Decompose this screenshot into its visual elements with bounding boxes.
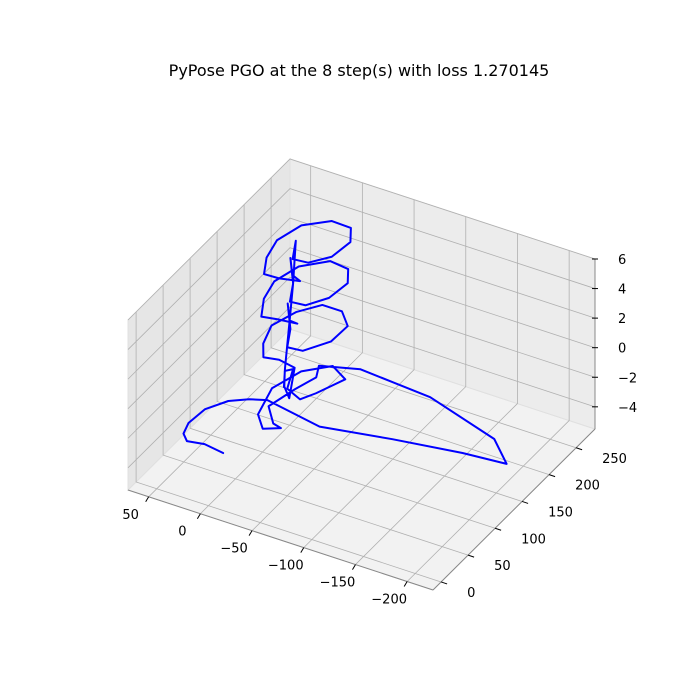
y-tick-label: 250 [602,452,627,467]
x-tick-label: −50 [220,542,247,557]
y-tick-mark [440,581,448,585]
z-tick-label: 6 [618,253,626,268]
y-gridline [243,204,550,475]
gridlines [127,158,596,583]
x-tick-mark [196,513,201,519]
x-tick-label: −200 [371,593,407,608]
y-tick-label: 200 [575,479,600,494]
y-tick-mark [575,447,583,451]
y-tick-mark [521,500,529,504]
y-gridline [135,311,442,583]
z-gridline [127,217,596,380]
x-tick-label: 0 [178,525,186,540]
x-tick-mark [352,564,356,570]
x-gridline [355,233,518,565]
z-gridline [127,188,596,350]
z-tick-label: 4 [618,283,626,298]
y-tick-label: 150 [548,505,573,520]
chart-title: PyPose PGO at the 8 step(s) with loss 1.… [169,61,550,80]
y-tick-label: 50 [494,559,511,574]
trajectory-line [182,220,508,465]
y-axis-line [432,428,596,591]
trajectory-series [182,220,508,465]
z-tick-label: −2 [618,371,637,386]
y-gridline [216,231,523,502]
x-axis-line [127,489,434,591]
x-tick-mark [403,581,408,587]
y-gridline [189,258,496,529]
x-tick-mark [300,547,305,553]
x-tick-mark [248,530,253,536]
x-tick-label: −150 [320,576,356,591]
y-gridline [270,177,577,449]
y-tick-mark [467,554,475,558]
x-gridline [251,199,415,531]
x-gridline [200,182,363,515]
y-tick-mark [548,474,556,478]
z-gridline [127,247,596,409]
z-gridline [127,158,596,321]
y-tick-label: 0 [467,586,475,601]
x-axis: −200 −150 −100 −50 0 50 [122,489,434,608]
x-gridline [406,250,570,582]
x-tick-label: 50 [122,508,139,523]
y-tick-mark [494,527,502,531]
z-tick-label: 2 [618,312,626,327]
z-gridline [127,276,596,439]
z-tick-label: −4 [618,401,637,416]
z-axis: −4 −2 0 2 4 6 [592,253,637,429]
z-tick-label: 0 [618,342,626,357]
x-tick-mark [145,496,150,503]
y-tick-label: 100 [521,532,546,547]
x-tick-label: −100 [268,559,304,574]
axes-panes [127,157,596,591]
x-gridline [303,216,467,548]
y-gridline [162,285,469,556]
